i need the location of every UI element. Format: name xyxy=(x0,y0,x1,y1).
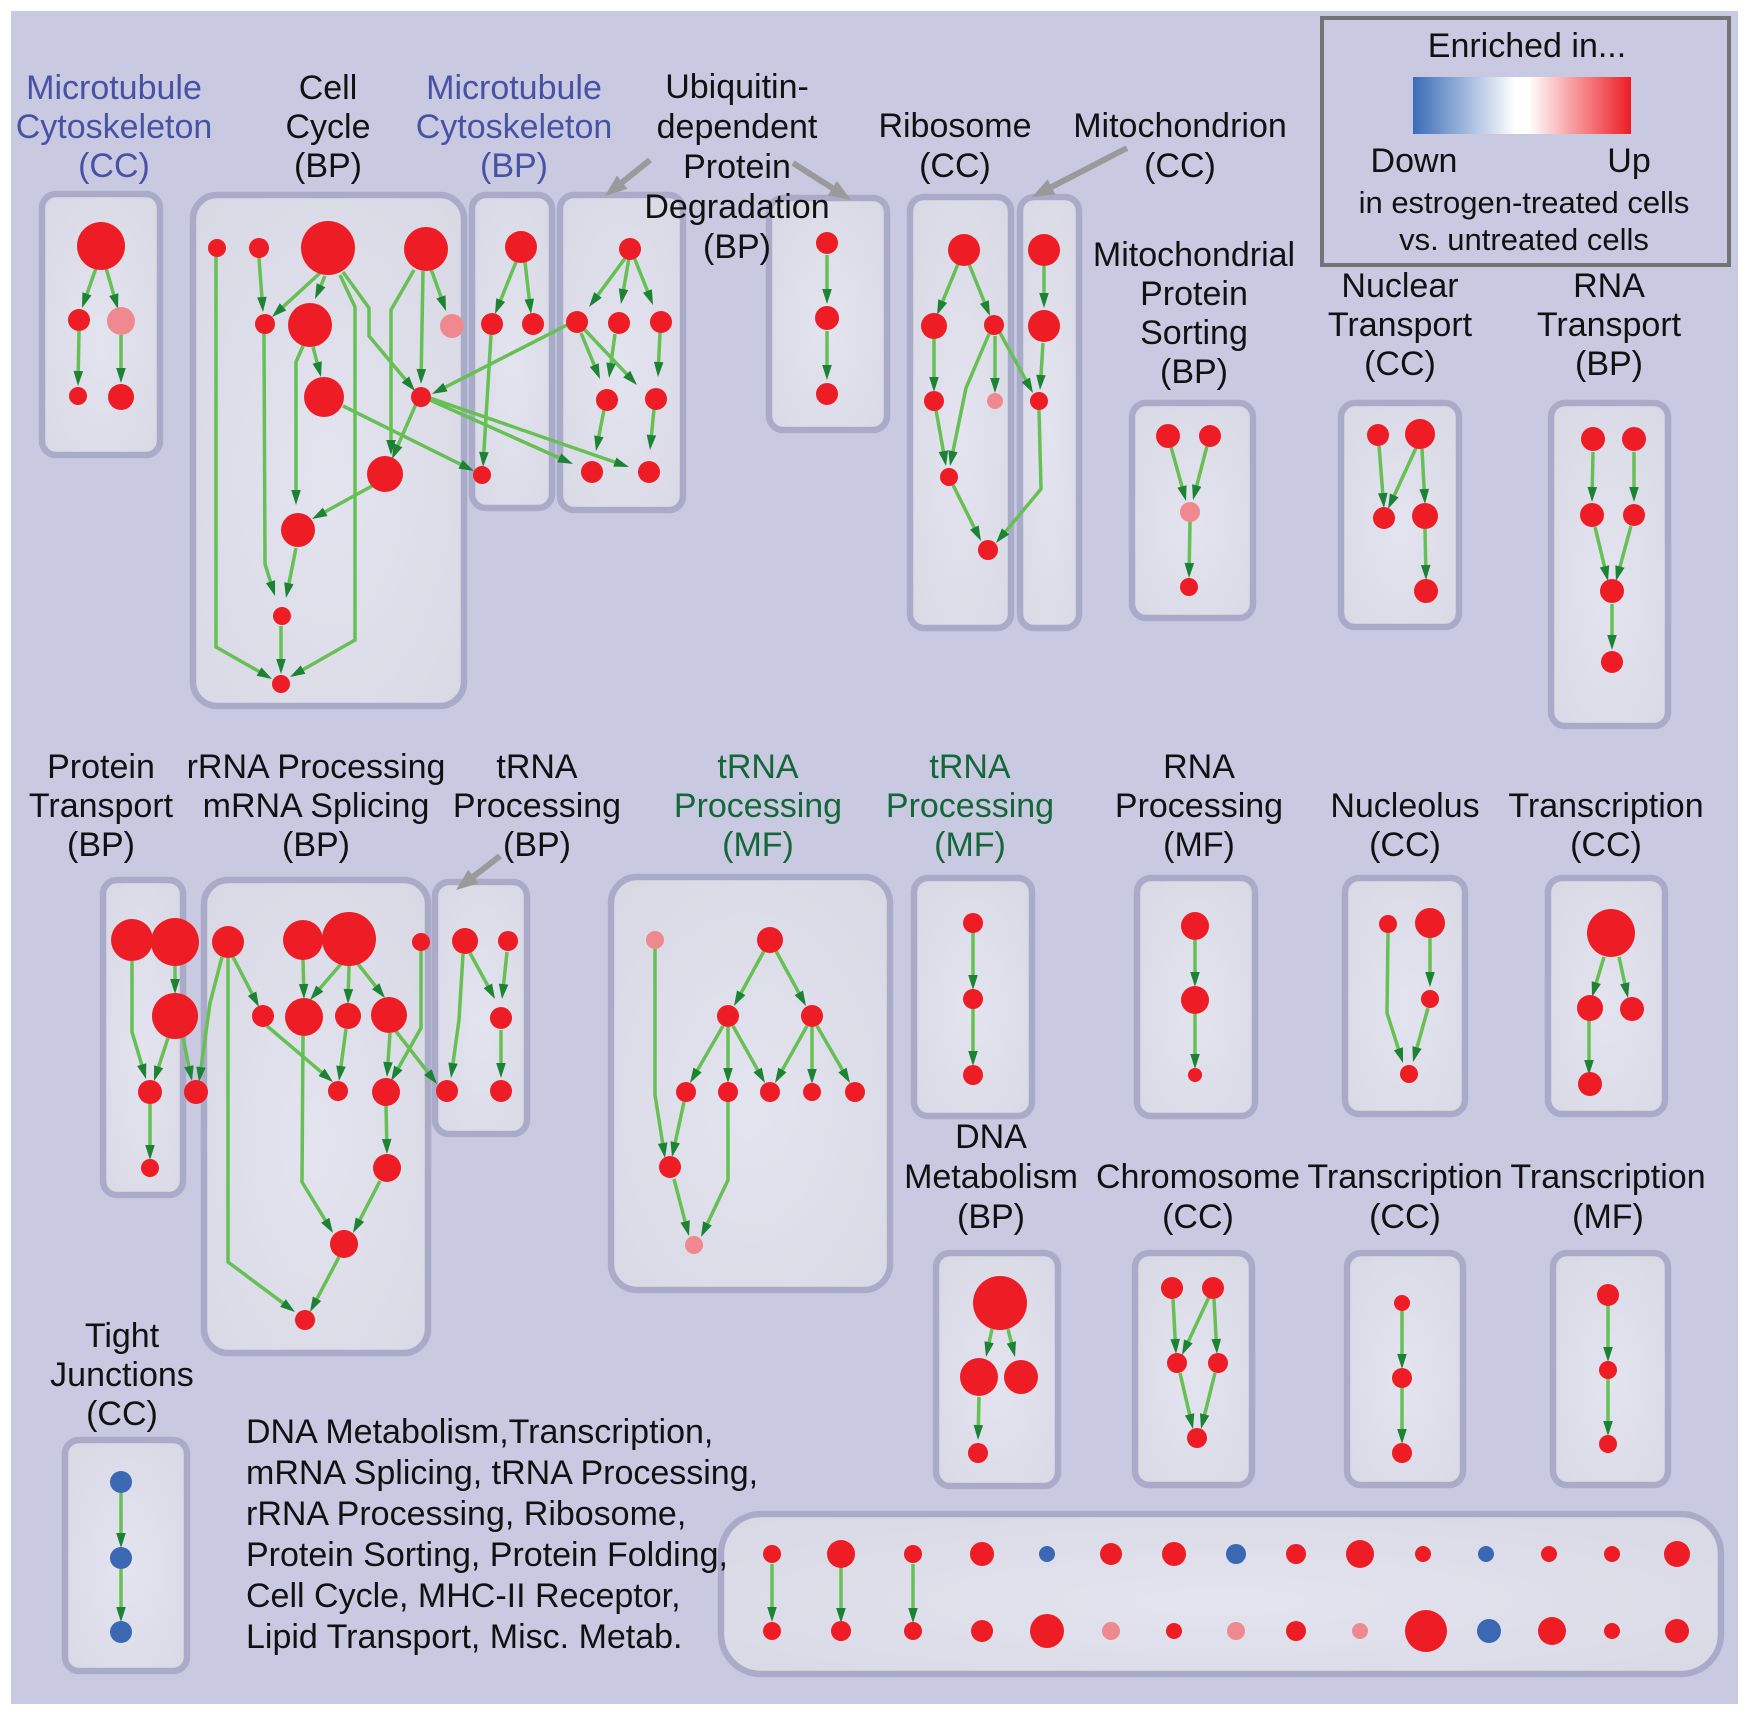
svg-text:Junctions: Junctions xyxy=(50,1356,194,1394)
svg-text:Transport: Transport xyxy=(1328,306,1473,344)
svg-text:Protein: Protein xyxy=(683,148,791,186)
svg-text:dependent: dependent xyxy=(657,108,818,146)
svg-text:RNA: RNA xyxy=(1573,267,1645,305)
svg-text:(CC): (CC) xyxy=(1364,345,1436,383)
svg-text:Metabolism: Metabolism xyxy=(904,1158,1078,1196)
svg-text:(CC): (CC) xyxy=(1369,1198,1441,1236)
svg-text:(CC): (CC) xyxy=(919,147,991,185)
svg-text:(BP): (BP) xyxy=(703,228,771,266)
svg-text:(CC): (CC) xyxy=(78,147,150,185)
svg-text:Nucleolus: Nucleolus xyxy=(1330,787,1479,825)
svg-text:Processing: Processing xyxy=(886,787,1054,825)
svg-text:Degradation: Degradation xyxy=(644,188,829,226)
svg-text:Cell Cycle, MHC-II Receptor,: Cell Cycle, MHC-II Receptor, xyxy=(246,1577,681,1615)
svg-text:(BP): (BP) xyxy=(1160,353,1228,391)
svg-text:Down: Down xyxy=(1371,142,1458,180)
svg-text:Ribosome: Ribosome xyxy=(878,107,1031,145)
svg-text:Transcription: Transcription xyxy=(1508,787,1703,825)
svg-text:Nuclear: Nuclear xyxy=(1341,267,1458,305)
svg-text:Cell: Cell xyxy=(299,69,358,107)
svg-text:DNA Metabolism,Transcription,: DNA Metabolism,Transcription, xyxy=(246,1413,713,1451)
svg-text:rRNA Processing, Ribosome,: rRNA Processing, Ribosome, xyxy=(246,1495,686,1533)
svg-text:(MF): (MF) xyxy=(934,826,1006,864)
svg-text:(MF): (MF) xyxy=(1572,1198,1644,1236)
svg-text:(CC): (CC) xyxy=(1570,826,1642,864)
svg-text:(BP): (BP) xyxy=(1575,345,1643,383)
svg-text:Transport: Transport xyxy=(1537,306,1682,344)
svg-text:Ubiquitin-: Ubiquitin- xyxy=(665,68,809,106)
svg-text:tRNA: tRNA xyxy=(929,748,1011,786)
svg-text:(CC): (CC) xyxy=(1144,147,1216,185)
svg-text:Microtubule: Microtubule xyxy=(426,69,602,107)
svg-text:Mitochondrial: Mitochondrial xyxy=(1093,236,1295,274)
svg-text:rRNA Processing: rRNA Processing xyxy=(187,748,446,786)
svg-text:Transport: Transport xyxy=(29,787,174,825)
svg-text:Lipid Transport, Misc. Metab.: Lipid Transport, Misc. Metab. xyxy=(246,1618,683,1656)
svg-text:Sorting: Sorting xyxy=(1140,314,1248,352)
svg-text:(BP): (BP) xyxy=(957,1198,1025,1236)
svg-text:(BP): (BP) xyxy=(503,826,571,864)
svg-text:Cytoskeleton: Cytoskeleton xyxy=(416,108,613,146)
svg-text:Enriched in...: Enriched in... xyxy=(1428,27,1626,65)
svg-text:mRNA Splicing: mRNA Splicing xyxy=(203,787,430,825)
svg-text:Cycle: Cycle xyxy=(285,108,370,146)
svg-text:mRNA Splicing, tRNA Processing: mRNA Splicing, tRNA Processing, xyxy=(246,1454,758,1492)
svg-text:(CC): (CC) xyxy=(1369,826,1441,864)
svg-text:Up: Up xyxy=(1607,142,1650,180)
svg-text:Processing: Processing xyxy=(453,787,621,825)
svg-text:Transcription: Transcription xyxy=(1510,1158,1705,1196)
svg-text:Protein: Protein xyxy=(1140,275,1248,313)
svg-text:(BP): (BP) xyxy=(294,147,362,185)
svg-text:in estrogen-treated cells: in estrogen-treated cells xyxy=(1359,185,1690,220)
svg-text:Microtubule: Microtubule xyxy=(26,69,202,107)
svg-text:Protein Sorting, Protein Foldi: Protein Sorting, Protein Folding, xyxy=(246,1536,728,1574)
svg-text:(MF): (MF) xyxy=(722,826,794,864)
svg-text:Cytoskeleton: Cytoskeleton xyxy=(16,108,213,146)
svg-text:(CC): (CC) xyxy=(1162,1198,1234,1236)
svg-text:tRNA: tRNA xyxy=(717,748,799,786)
svg-text:vs. untreated cells: vs. untreated cells xyxy=(1399,222,1649,257)
svg-text:Processing: Processing xyxy=(1115,787,1283,825)
svg-text:Transcription: Transcription xyxy=(1307,1158,1502,1196)
svg-text:DNA: DNA xyxy=(955,1118,1027,1156)
svg-text:Protein: Protein xyxy=(47,748,155,786)
svg-text:tRNA: tRNA xyxy=(496,748,578,786)
svg-text:(BP): (BP) xyxy=(282,826,350,864)
svg-text:RNA: RNA xyxy=(1163,748,1235,786)
svg-text:Processing: Processing xyxy=(674,787,842,825)
svg-text:(CC): (CC) xyxy=(86,1395,158,1433)
svg-text:Tight: Tight xyxy=(85,1317,160,1355)
svg-text:(BP): (BP) xyxy=(480,147,548,185)
svg-text:Mitochondrion: Mitochondrion xyxy=(1073,107,1287,145)
svg-text:Chromosome: Chromosome xyxy=(1096,1158,1300,1196)
svg-text:(MF): (MF) xyxy=(1163,826,1235,864)
svg-text:(BP): (BP) xyxy=(67,826,135,864)
